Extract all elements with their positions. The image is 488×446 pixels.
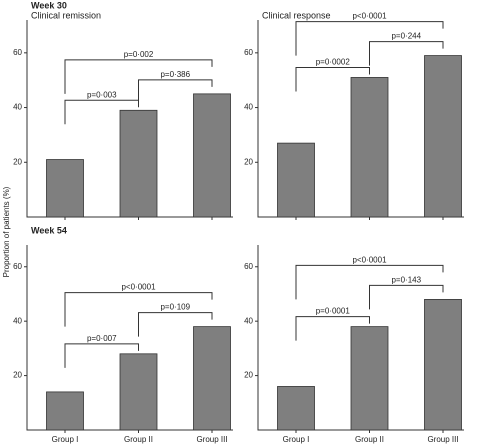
p-value: p=0·386: [160, 70, 190, 79]
x-tick-label: Group III: [196, 435, 227, 444]
y-tick-label: 60: [13, 262, 22, 271]
x-tick-label: Group III: [427, 435, 458, 444]
significance-bracket: [369, 284, 444, 310]
y-tick-label: 40: [244, 316, 253, 325]
y-tick-label: 20: [13, 157, 22, 166]
p-value: p=0·0001: [316, 307, 351, 316]
y-tick-label: 60: [244, 262, 253, 271]
significance-bracket: [64, 59, 213, 94]
significance-bracket: [295, 264, 444, 300]
p-value: p=0·002: [124, 50, 154, 59]
bar: [46, 391, 84, 431]
y-tick-label: 20: [13, 371, 22, 380]
y-tick-label: 20: [244, 157, 253, 166]
y-tick-label: 60: [13, 48, 22, 57]
bar: [46, 159, 84, 218]
y-tick-label: 40: [244, 103, 253, 112]
bar: [193, 93, 231, 218]
significance-bracket: [138, 79, 213, 104]
p-value: p=0·143: [391, 276, 421, 285]
y-tick-label: 20: [244, 371, 253, 380]
x-tick-label: Group II: [355, 435, 384, 444]
p-value: p=0·007: [87, 334, 117, 343]
bar: [277, 142, 315, 218]
bar: [424, 299, 462, 431]
p-value: p=0·109: [160, 303, 190, 312]
p-value: p=0·0002: [316, 58, 351, 67]
bar: [119, 109, 158, 218]
axis: [26, 245, 233, 431]
p-value: p<0·0001: [352, 256, 387, 265]
y-tick-label: 40: [13, 316, 22, 325]
x-tick-label: Group I: [52, 435, 79, 444]
bar: [350, 77, 389, 218]
p-value: p=0·003: [87, 90, 117, 99]
panel-heading: Week 30: [31, 0, 67, 10]
significance-bracket: [369, 41, 444, 66]
axis: [257, 245, 464, 431]
bar: [350, 326, 389, 431]
significance-bracket: [64, 292, 213, 327]
p-value: p<0·0001: [352, 12, 387, 21]
bar: [424, 55, 462, 218]
significance-bracket: [64, 343, 139, 368]
axis: [26, 20, 233, 218]
bar: [277, 386, 315, 431]
bar: [193, 326, 231, 431]
x-tick-label: Group I: [283, 435, 310, 444]
significance-bracket: [295, 316, 370, 341]
panel-title: Clinical response: [262, 10, 331, 20]
p-value: p=0·244: [391, 32, 421, 41]
panel-heading: Week 54: [31, 225, 67, 235]
significance-bracket: [295, 66, 370, 92]
p-value: p<0·0001: [121, 283, 156, 292]
axis: [257, 20, 464, 218]
y-tick-label: 60: [244, 48, 253, 57]
y-axis-label: Proportion of patients (%): [2, 186, 11, 277]
significance-bracket: [295, 21, 444, 56]
panel-title: Clinical remission: [31, 10, 101, 20]
x-tick-label: Group II: [124, 435, 153, 444]
significance-bracket: [138, 312, 213, 337]
y-tick-label: 40: [13, 103, 22, 112]
bar: [119, 353, 158, 431]
